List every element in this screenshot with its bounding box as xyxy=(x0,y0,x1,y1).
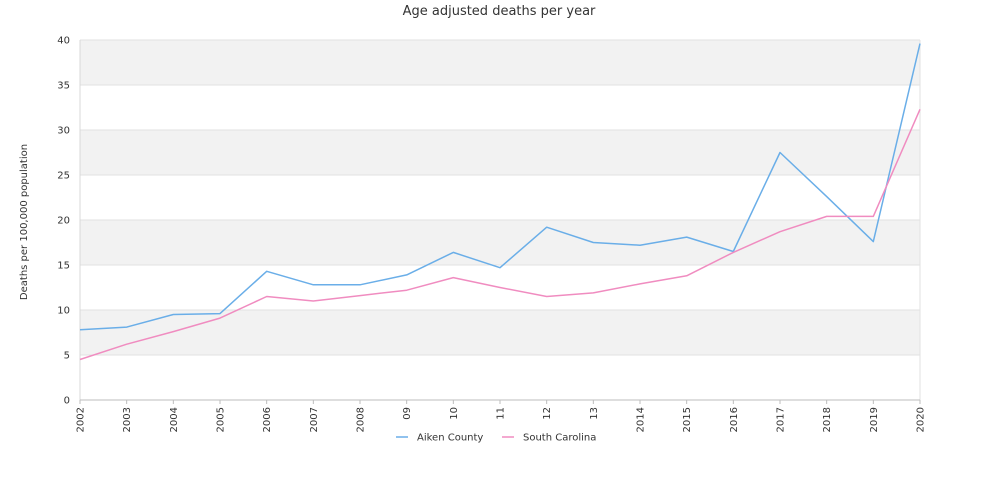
grid-band xyxy=(80,40,920,85)
chart-title: Age adjusted deaths per year xyxy=(403,4,596,19)
y-tick-label: 15 xyxy=(57,261,70,272)
series-lines xyxy=(79,43,921,361)
grid-band xyxy=(80,220,920,265)
x-tick-label: 12 xyxy=(542,407,553,420)
legend-label: South Carolina xyxy=(523,433,596,444)
x-tick-label: 2016 xyxy=(729,407,740,432)
legend-item-south-carolina[interactable]: South Carolina xyxy=(502,433,596,444)
x-tick-label: 2018 xyxy=(822,407,833,432)
y-tick-label: 35 xyxy=(57,81,70,92)
x-tick-label: 10 xyxy=(449,407,460,420)
series-line-south-carolina[interactable] xyxy=(79,109,921,361)
y-tick-label: 40 xyxy=(57,36,70,47)
x-tick-label: 2005 xyxy=(216,407,227,432)
legend-item-aiken-county[interactable]: Aiken County xyxy=(396,433,483,444)
x-tick-label: 2006 xyxy=(262,407,273,432)
x-tick-label: 2015 xyxy=(682,407,693,432)
y-axis-label: Deaths per 100,000 population xyxy=(19,144,30,300)
y-tick-label: 30 xyxy=(57,126,70,137)
y-tick-label: 25 xyxy=(57,171,70,182)
x-tick-label: 2003 xyxy=(122,407,133,432)
x-tick-label: 2008 xyxy=(356,407,367,432)
y-axis-ticks: 0 5 10 15 20 25 30 35 40 xyxy=(57,36,70,407)
series-line-aiken-county[interactable] xyxy=(79,43,921,331)
x-tick-label: 2020 xyxy=(916,407,927,432)
legend-label: Aiken County xyxy=(417,433,483,444)
grid-band xyxy=(80,355,920,400)
grid-band xyxy=(80,130,920,175)
y-tick-label: 0 xyxy=(64,396,70,407)
x-tick-label: 2004 xyxy=(169,407,180,432)
x-tick-label: 2007 xyxy=(309,407,320,432)
x-axis-ticks: 2002 2003 2004 2005 2006 2007 2008 09 10 11 12 13 20… xyxy=(76,400,927,432)
x-tick-label: 11 xyxy=(496,407,507,420)
grid-band xyxy=(80,310,920,355)
y-tick-label: 20 xyxy=(57,216,70,227)
y-tick-label: 10 xyxy=(57,306,70,317)
x-tick-label: 2014 xyxy=(636,407,647,432)
legend[interactable]: Aiken County South Carolina xyxy=(396,433,596,444)
x-tick-label: 13 xyxy=(589,407,600,420)
x-tick-label: 2017 xyxy=(776,407,787,432)
x-tick-label: 2002 xyxy=(76,407,87,432)
x-tick-label: 09 xyxy=(402,407,413,420)
y-tick-label: 5 xyxy=(64,351,70,362)
x-tick-label: 2019 xyxy=(869,407,880,432)
grid-band xyxy=(80,175,920,220)
grid-band xyxy=(80,85,920,130)
